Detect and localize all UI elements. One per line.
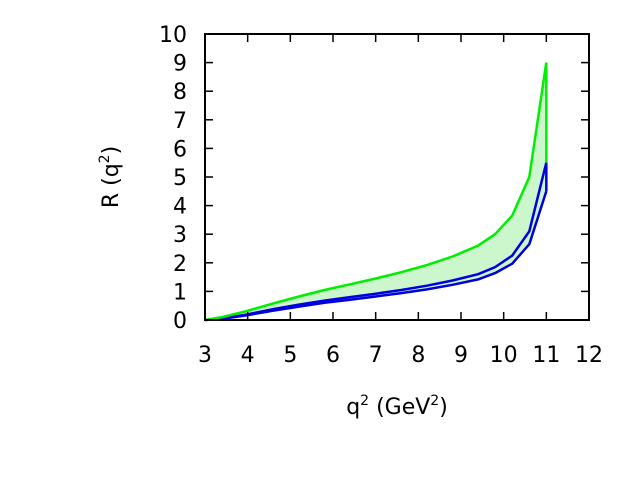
- x-tick-label: 6: [326, 343, 340, 368]
- y-tick-label: 4: [173, 195, 187, 220]
- band-area: [205, 62, 547, 320]
- y-tick-label: 2: [173, 252, 187, 277]
- y-tick-label: 0: [173, 309, 187, 334]
- x-tick-label: 5: [283, 343, 297, 368]
- y-tick-label: 5: [173, 166, 187, 191]
- y-tick-label: 7: [173, 109, 187, 134]
- y-tick-label: 9: [173, 52, 187, 77]
- x-tick-label: 3: [198, 343, 212, 368]
- series-line-0: [204, 62, 548, 322]
- y-tick-label: 10: [159, 23, 187, 48]
- plot-layer: [204, 62, 548, 322]
- y-tick-label: 6: [173, 137, 187, 162]
- x-tick-label: 4: [241, 343, 255, 368]
- x-tick-label: 12: [575, 343, 603, 368]
- x-tick-label: 10: [490, 343, 518, 368]
- y-tick-label: 1: [173, 280, 187, 305]
- x-axis-label: q2 (GeV2): [346, 393, 448, 420]
- x-tick-label: 11: [532, 343, 560, 368]
- y-tick-label: 3: [173, 223, 187, 248]
- x-tick-label: 7: [369, 343, 383, 368]
- x-tick-label: 8: [411, 343, 425, 368]
- x-tick-label: 9: [454, 343, 468, 368]
- y-axis-label: R (q2): [97, 146, 124, 208]
- y-tick-label: 8: [173, 80, 187, 105]
- series-line-1: [204, 162, 548, 322]
